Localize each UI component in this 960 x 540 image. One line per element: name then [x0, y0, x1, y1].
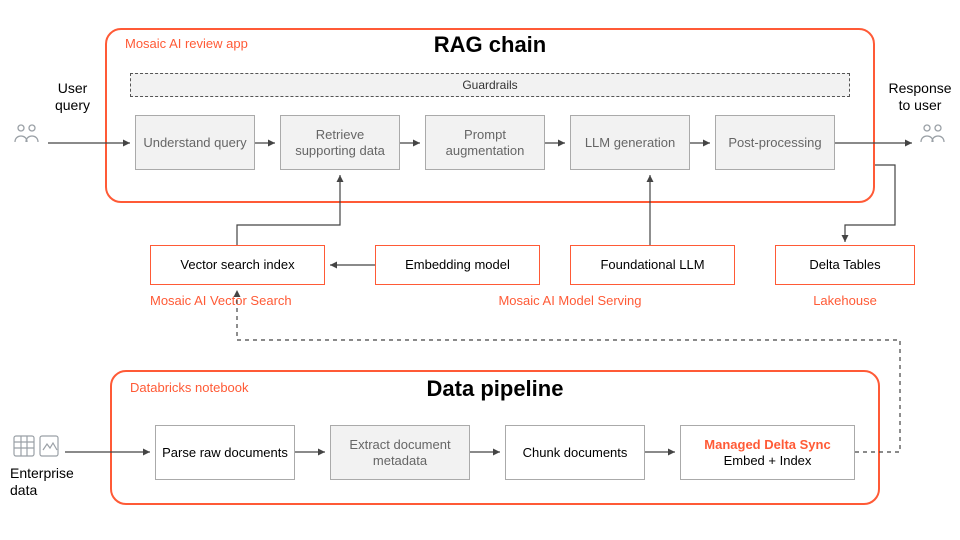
delta-tables: Delta Tables — [775, 245, 915, 285]
vector-search-index: Vector search index — [150, 245, 325, 285]
step-parse: Parse raw documents — [155, 425, 295, 480]
user-query-label: User query — [45, 80, 100, 114]
label-model-serving: Mosaic AI Model Serving — [460, 293, 680, 308]
step-understand: Understand query — [135, 115, 255, 170]
step-post: Post-processing — [715, 115, 835, 170]
step-chunk: Chunk documents — [505, 425, 645, 480]
step-prompt: Prompt augmentation — [425, 115, 545, 170]
step-retrieve: Retrieve supporting data — [280, 115, 400, 170]
embedding-model: Embedding model — [375, 245, 540, 285]
rag-title: RAG chain — [105, 32, 875, 58]
enterprise-data-label: Enterprise data — [10, 465, 90, 499]
step-sync: Managed Delta Sync Embed + Index — [680, 425, 855, 480]
step-extract: Extract document metadata — [330, 425, 470, 480]
people-icon — [918, 122, 952, 149]
step-llm: LLM generation — [570, 115, 690, 170]
pipeline-title: Data pipeline — [110, 376, 880, 402]
response-label: Response to user — [885, 80, 955, 114]
people-icon — [12, 122, 46, 149]
foundational-llm: Foundational LLM — [570, 245, 735, 285]
label-vector-search: Mosaic AI Vector Search — [150, 293, 325, 308]
sync-subtitle: Embed + Index — [724, 453, 812, 469]
guardrails-box: Guardrails — [130, 73, 850, 97]
sync-title: Managed Delta Sync — [704, 437, 830, 453]
database-icon — [12, 432, 60, 465]
guardrails-label: Guardrails — [462, 78, 517, 92]
label-lakehouse: Lakehouse — [775, 293, 915, 308]
